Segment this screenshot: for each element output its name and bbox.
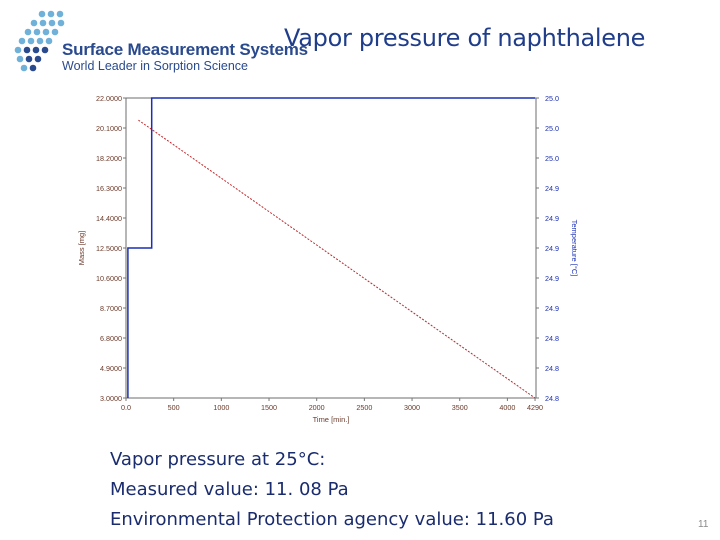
x-tick-label: 3000 <box>404 403 420 412</box>
logo-dot <box>39 19 47 27</box>
y-tick-label: 22.0000 <box>96 94 122 103</box>
logo-dot <box>34 55 42 63</box>
logo-dot <box>45 37 53 45</box>
logo-dot <box>18 37 26 45</box>
y-axis-label: Mass [mg] <box>77 231 86 266</box>
plot-frame <box>125 97 537 399</box>
logo-dot <box>57 19 65 27</box>
y2-tick-label: 25.0 <box>545 124 559 133</box>
x-tick-label: 1500 <box>261 403 277 412</box>
company-tagline: World Leader in Sorption Science <box>62 59 248 73</box>
y-tick-label: 18.2000 <box>96 154 122 163</box>
logo-dot <box>36 37 44 45</box>
y2-tick-label: 24.9 <box>545 304 559 313</box>
caption-line-1: Vapor pressure at 25°C: <box>110 449 326 470</box>
y2-tick-label: 25.0 <box>545 94 559 103</box>
logo-dot <box>29 64 37 72</box>
x-tick-label: 0.0 <box>121 403 131 412</box>
caption-line-3: Environmental Protection agency value: 1… <box>110 509 554 530</box>
y-tick-label: 20.1000 <box>96 124 122 133</box>
y2-tick-label: 24.8 <box>545 334 559 343</box>
y-tick-label: 14.4000 <box>96 214 122 223</box>
logo-dot <box>47 10 55 18</box>
caption-line-2: Measured value: 11. 08 Pa <box>110 479 349 500</box>
x-tick-label: 2000 <box>309 403 325 412</box>
logo-dot <box>16 55 24 63</box>
y2-tick-label: 24.8 <box>545 394 559 403</box>
x-tick-label: 4000 <box>499 403 515 412</box>
series-temperature-line <box>127 97 535 398</box>
logo-dot <box>51 28 59 36</box>
y-tick-label: 16.3000 <box>96 184 122 193</box>
y-tick-label: 10.6000 <box>96 274 122 283</box>
logo-dot <box>20 64 28 72</box>
x-tick-label: 2500 <box>356 403 372 412</box>
logo-dot <box>25 55 33 63</box>
logo-dot <box>42 28 50 36</box>
x-tick-label: 3500 <box>452 403 468 412</box>
y-tick-label: 12.5000 <box>96 244 122 253</box>
y2-axis-label: Temperature [°C] <box>570 220 579 277</box>
logo-dot <box>30 19 38 27</box>
caption: Vapor pressure at 25°C: Measured value: … <box>110 445 554 535</box>
logo-dot <box>38 10 46 18</box>
logo-dot <box>48 19 56 27</box>
y2-tick-label: 24.9 <box>545 274 559 283</box>
y2-tick-label: 24.8 <box>545 364 559 373</box>
y-tick-label: 6.8000 <box>100 334 122 343</box>
x-tick-label: 500 <box>168 403 180 412</box>
slide-title: Vapor pressure of naphthalene <box>284 24 646 52</box>
company-name: Surface Measurement Systems <box>62 40 308 59</box>
slide-number: 11 <box>698 519 709 530</box>
logo-dot <box>33 28 41 36</box>
logo-dot <box>27 37 35 45</box>
y2-tick-label: 24.9 <box>545 244 559 253</box>
vapor-pressure-chart: 22.0000 20.1000 18.2000 16.3000 14.4000 12.50… <box>77 94 579 424</box>
logo-dot <box>56 10 64 18</box>
y2-tick-label: 24.9 <box>545 214 559 223</box>
logo-dot <box>32 46 40 54</box>
series-mass-line <box>138 119 536 399</box>
logo-dots-icon <box>14 10 65 72</box>
y2-tick-label: 25.0 <box>545 154 559 163</box>
logo-dot <box>41 46 49 54</box>
logo-dot <box>24 28 32 36</box>
y-tick-label: 3.0000 <box>100 394 122 403</box>
y2-tick-label: 24.9 <box>545 184 559 193</box>
x-tick-label: 1000 <box>213 403 229 412</box>
logo-dot <box>14 46 22 54</box>
x-axis-label: Time [min.] <box>313 415 350 424</box>
logo-dot <box>23 46 31 54</box>
x-tick-label: 4290 <box>527 403 543 412</box>
y-tick-label: 8.7000 <box>100 304 122 313</box>
company-logo: Surface Measurement Systems World Leader… <box>14 10 308 76</box>
y-tick-label: 4.9000 <box>100 364 122 373</box>
